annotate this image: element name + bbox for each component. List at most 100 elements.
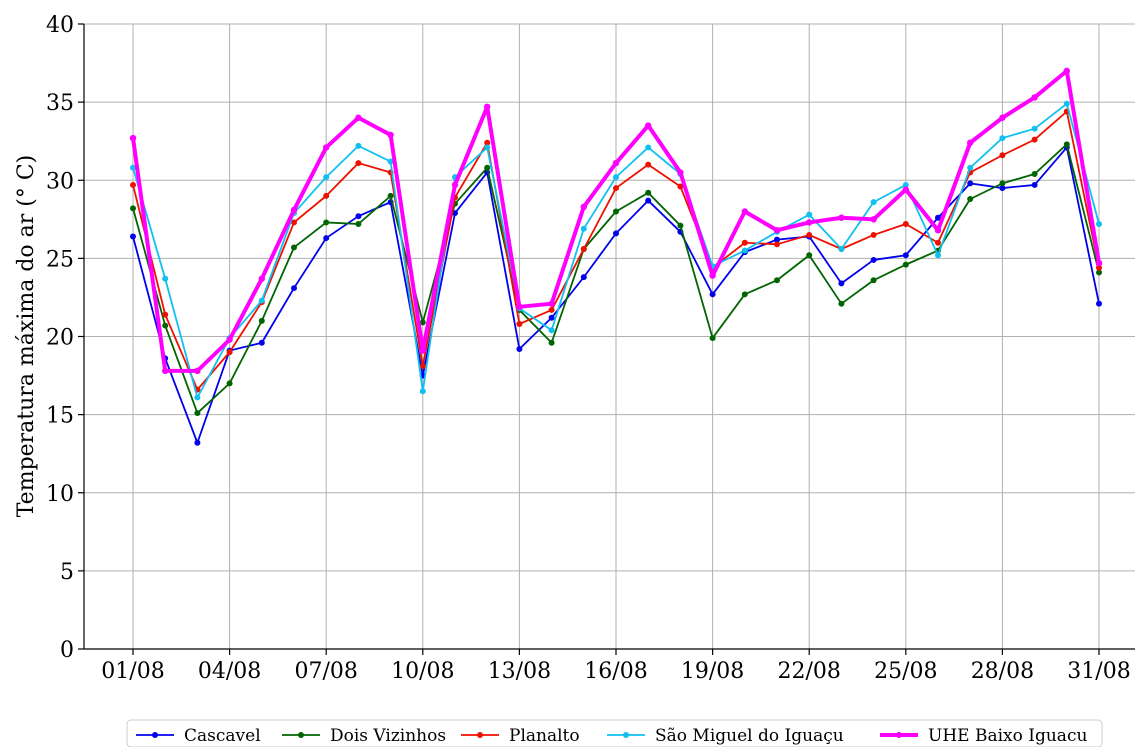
data-point xyxy=(323,192,330,199)
data-point xyxy=(387,131,394,139)
data-point xyxy=(162,275,169,282)
data-point xyxy=(419,388,426,395)
data-point xyxy=(130,181,136,188)
data-point xyxy=(484,164,491,171)
data-point xyxy=(774,277,780,284)
x-tick-label: 04/08 xyxy=(198,659,261,684)
data-point xyxy=(226,336,233,343)
data-point xyxy=(1063,100,1070,107)
data-point xyxy=(194,439,201,446)
data-point xyxy=(580,246,587,252)
data-point xyxy=(355,221,362,227)
data-point xyxy=(387,192,394,199)
series-lines xyxy=(129,67,1103,446)
y-tick-label: 15 xyxy=(46,404,74,429)
data-point xyxy=(580,225,587,232)
data-point xyxy=(162,367,169,375)
data-point xyxy=(870,231,877,238)
y-tick-label: 20 xyxy=(46,326,74,351)
data-point xyxy=(838,246,845,252)
x-tick-labels: 01/08 04/08 07/08 10/08 13/08 16/08 19/08 22/08… xyxy=(101,649,1131,684)
data-point xyxy=(419,319,426,326)
data-point xyxy=(129,134,137,142)
data-point xyxy=(645,161,652,168)
data-point xyxy=(999,180,1006,187)
data-point xyxy=(645,197,652,204)
data-point xyxy=(806,211,813,218)
x-tick-label: 28/08 xyxy=(971,659,1034,684)
data-point xyxy=(645,122,652,129)
data-point xyxy=(773,227,781,234)
data-point xyxy=(1096,264,1102,271)
data-point xyxy=(291,285,297,292)
data-point xyxy=(613,185,619,192)
grid xyxy=(84,23,1135,650)
data-point xyxy=(355,142,362,149)
legend-label: São Miguel do Iguaçu xyxy=(655,726,844,746)
data-point xyxy=(258,317,265,324)
data-point xyxy=(323,219,330,226)
data-point xyxy=(484,103,491,111)
data-point xyxy=(838,300,845,307)
data-point xyxy=(290,206,298,214)
y-tick-label: 25 xyxy=(46,247,74,272)
legend-swatch-marker xyxy=(623,732,629,738)
x-tick-label: 22/08 xyxy=(777,659,840,684)
data-point xyxy=(838,214,845,221)
data-point xyxy=(870,256,877,263)
data-point xyxy=(1063,141,1070,148)
data-point xyxy=(741,247,748,254)
data-point xyxy=(999,114,1006,121)
legend-label: UHE Baixo Iguacu xyxy=(928,726,1087,746)
legend-swatch-marker xyxy=(477,732,483,738)
data-point xyxy=(258,297,265,304)
legend: Cascavel Dois Vizinhos Planalto São Miguel … xyxy=(126,719,1103,747)
data-point xyxy=(902,261,909,268)
legend-swatch-marker xyxy=(298,732,304,738)
data-point xyxy=(935,214,941,221)
data-point xyxy=(1096,300,1102,307)
data-point xyxy=(934,227,942,234)
data-point xyxy=(1031,181,1038,188)
data-point xyxy=(806,231,813,238)
data-point xyxy=(613,230,619,237)
data-point xyxy=(967,139,974,146)
data-point xyxy=(999,135,1006,142)
data-point xyxy=(902,181,909,188)
data-point xyxy=(902,186,909,193)
data-point xyxy=(130,205,136,212)
data-point xyxy=(580,203,587,211)
data-point xyxy=(1031,125,1038,132)
data-point xyxy=(709,272,716,279)
data-point xyxy=(355,114,362,121)
data-point xyxy=(1063,67,1071,75)
data-point xyxy=(902,252,909,259)
legend-label: Dois Vizinhos xyxy=(330,726,446,746)
data-point xyxy=(1095,259,1103,267)
data-point xyxy=(387,158,394,165)
legend-frame xyxy=(126,719,1103,747)
data-point xyxy=(999,152,1006,159)
data-point xyxy=(709,335,716,342)
data-point xyxy=(548,339,555,346)
data-point xyxy=(548,306,555,313)
data-point xyxy=(226,380,233,387)
data-point xyxy=(774,241,780,248)
data-point xyxy=(451,181,459,189)
data-point xyxy=(548,314,555,321)
data-point xyxy=(806,219,813,226)
data-point xyxy=(967,180,974,187)
data-point xyxy=(194,410,201,417)
data-point xyxy=(902,221,909,227)
data-point xyxy=(516,303,523,311)
data-point xyxy=(130,233,136,240)
data-point xyxy=(677,169,684,176)
legend-swatch-marker xyxy=(152,732,158,738)
data-point xyxy=(1096,269,1102,276)
data-point xyxy=(226,349,233,356)
data-point xyxy=(548,327,555,334)
data-point xyxy=(258,275,265,282)
data-point xyxy=(130,164,136,171)
data-point xyxy=(516,346,523,352)
data-point xyxy=(870,199,877,206)
